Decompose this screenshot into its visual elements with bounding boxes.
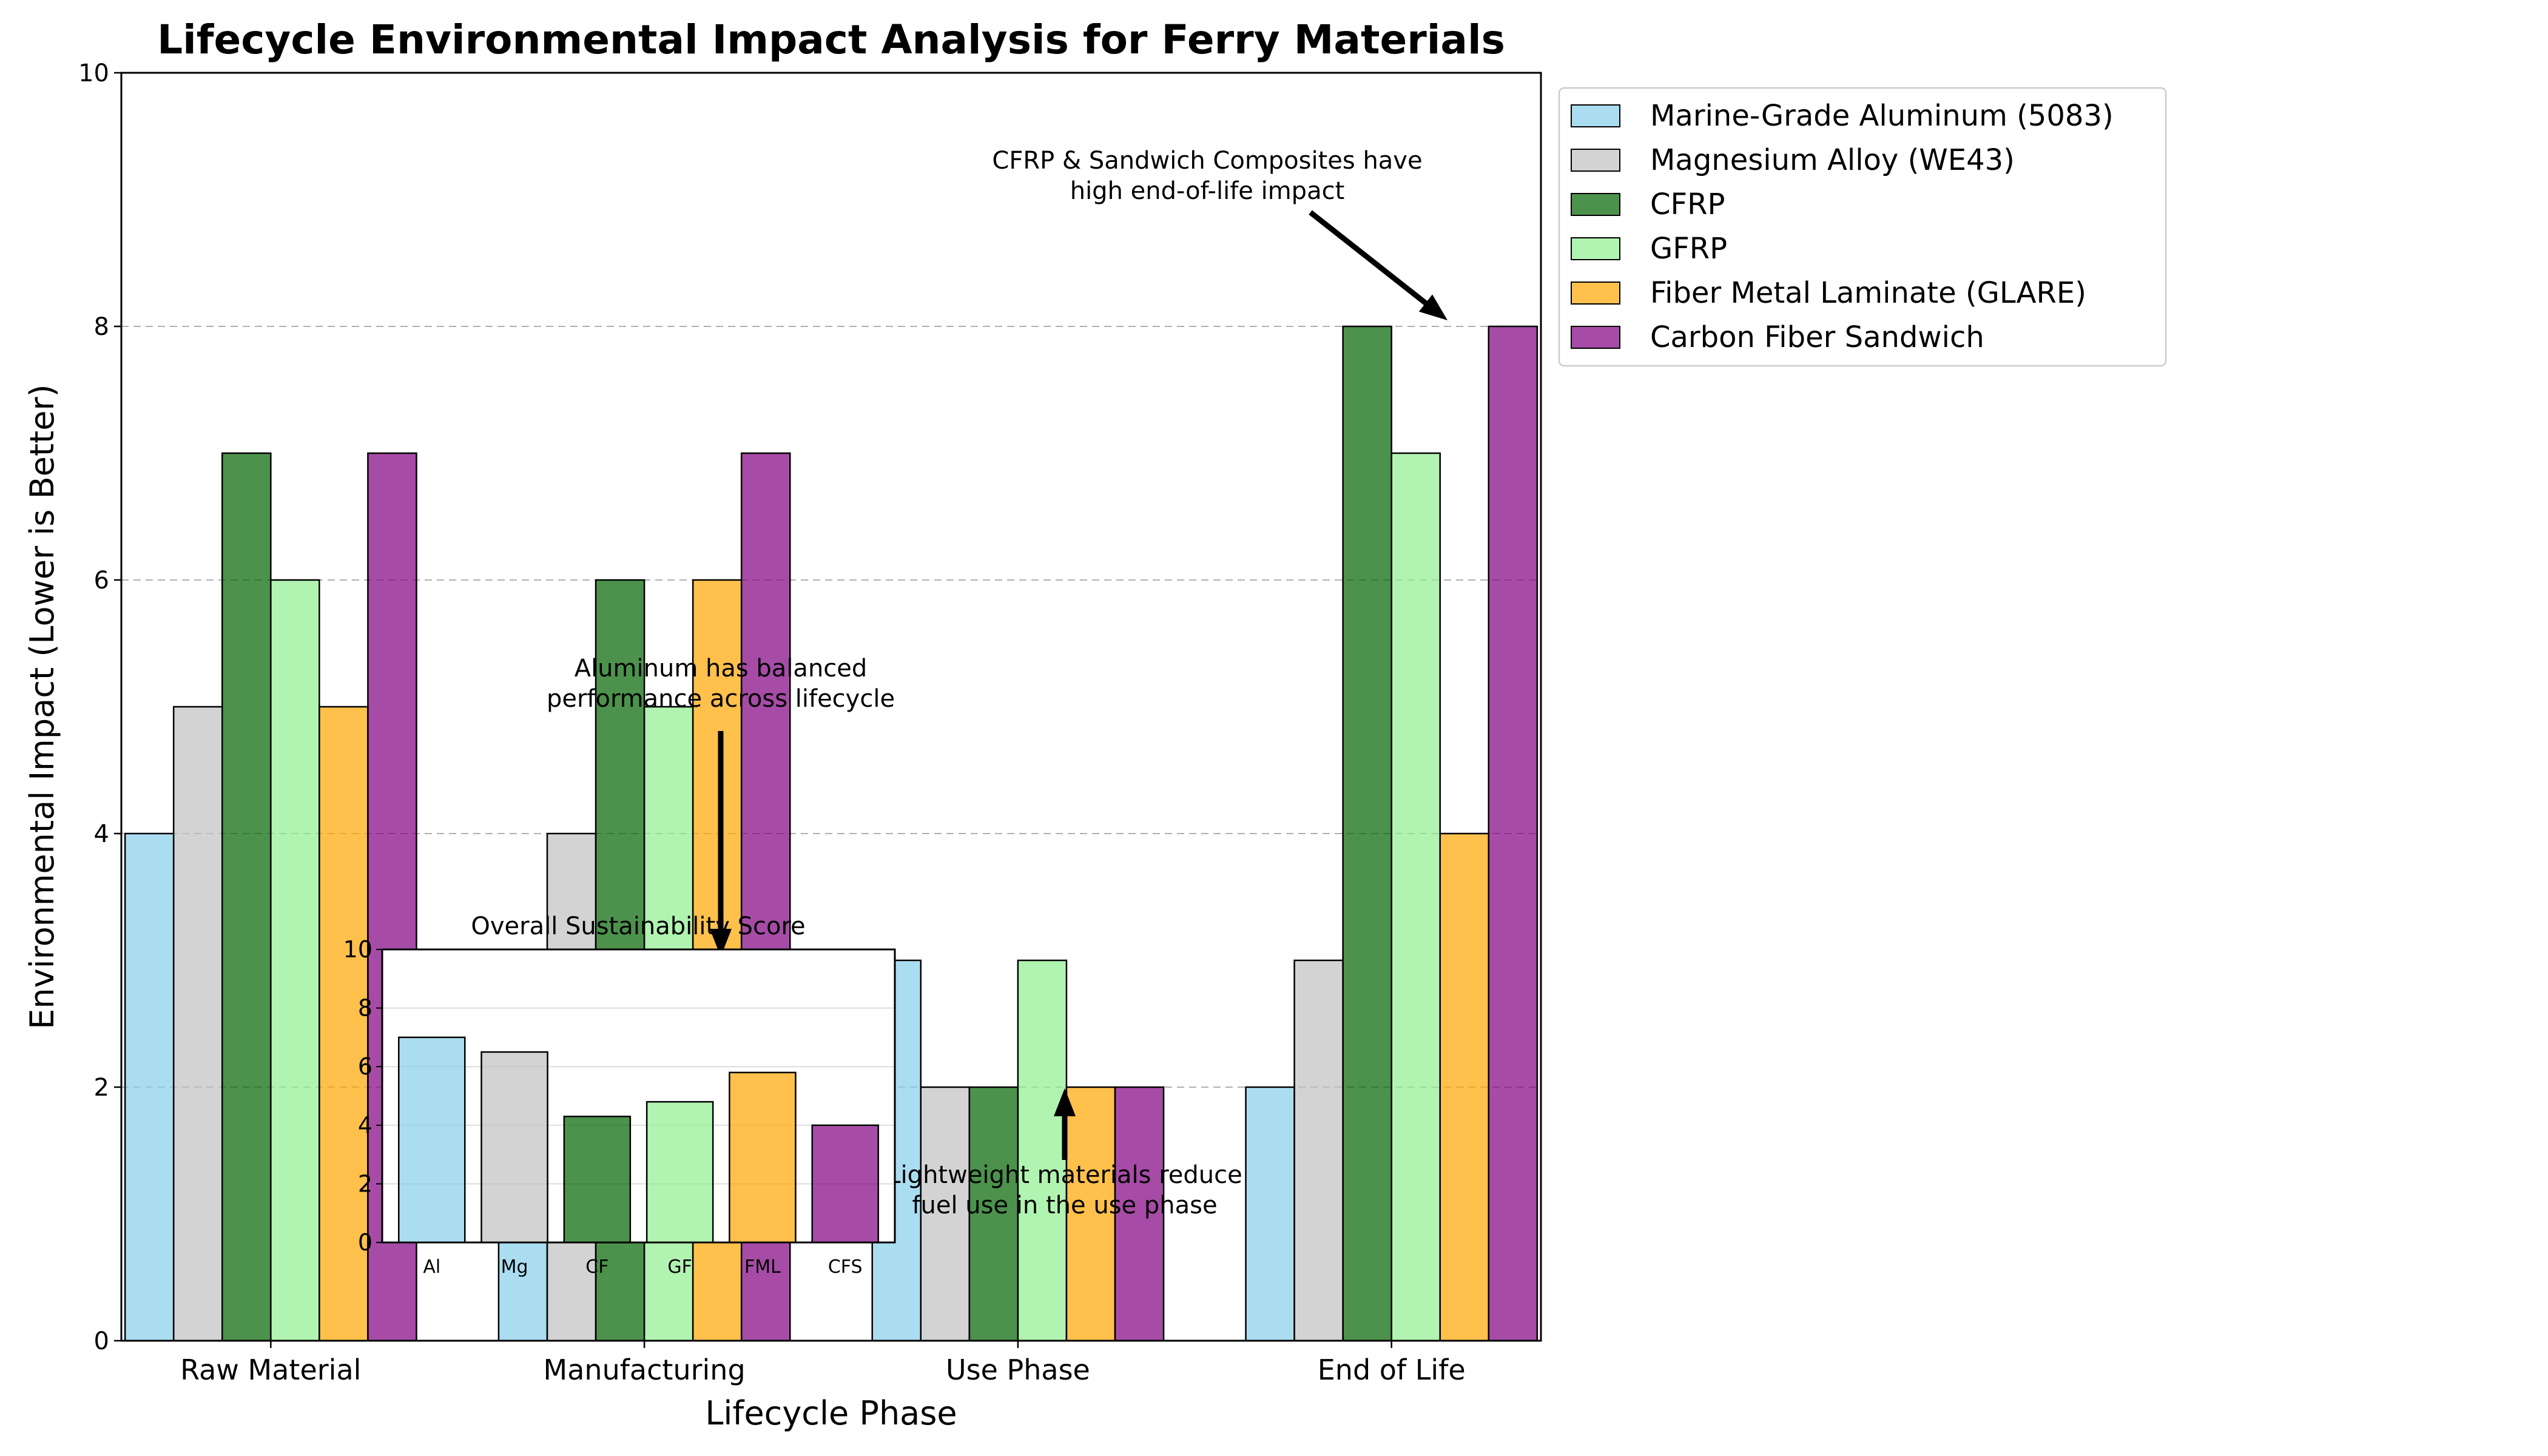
inset-y-tick-label: 10: [343, 936, 372, 963]
legend: Marine-Grade Aluminum (5083) Magnesium Al…: [1558, 87, 2167, 367]
annotation-arrow: [710, 731, 732, 957]
bar: [1342, 325, 1392, 1342]
y-tick-label: 4: [94, 820, 109, 848]
inset-y-tick-label: 8: [358, 995, 372, 1022]
inset-bar: [645, 1100, 714, 1244]
legend-item: Carbon Fiber Sandwich: [1571, 320, 1984, 354]
bar: [1017, 959, 1068, 1342]
bar: [270, 579, 320, 1342]
bar: [1245, 1086, 1295, 1342]
inset-y-tick-label: 0: [358, 1229, 372, 1256]
inset-y-tick-label: 6: [358, 1053, 372, 1080]
legend-label: Magnesium Alloy (WE43): [1650, 143, 2015, 177]
inset-x-tick-label: GF: [667, 1256, 692, 1278]
y-tick-label: 0: [94, 1327, 109, 1355]
annotation-aluminum: Aluminum has balanced performance across …: [547, 655, 895, 713]
bar: [1293, 959, 1344, 1342]
annotations: CFRP & Sandwich Composites have high end-…: [547, 147, 1448, 1219]
inset-y-tick-label: 2: [358, 1170, 372, 1197]
inset-bar: [729, 1071, 797, 1244]
inset-chart: 0 2 4 6 8 10 Al Mg CF GF FML CFS Overall Sustainab…: [343, 912, 896, 1278]
legend-label: Marine-Grade Aluminum (5083): [1650, 99, 2114, 133]
annotation-arrow: [1309, 210, 1448, 320]
x-axis-label: Lifecycle Phase: [705, 1394, 957, 1432]
inset-y-tick-label: 4: [358, 1112, 372, 1139]
x-tick-label: End of Life: [1318, 1353, 1466, 1386]
x-tick-label: Manufacturing: [544, 1353, 746, 1386]
bar: [1488, 325, 1539, 1342]
inset-frame: [381, 948, 896, 1244]
inset-x-ticks: Al Mg CF GF FML CFS: [423, 1256, 862, 1278]
inset-title: Overall Sustainability Score: [471, 912, 805, 940]
legend-swatch: [1571, 326, 1620, 349]
y-tick-label: 2: [94, 1074, 109, 1102]
y-tick-label: 6: [94, 567, 109, 595]
legend-item: Fiber Metal Laminate (GLARE): [1571, 276, 2086, 310]
legend-item: Magnesium Alloy (WE43): [1571, 143, 2015, 177]
y-axis-ticks: 0 2 4 6 8 10: [78, 59, 121, 1355]
bar: [124, 832, 175, 1342]
x-axis-ticks: Raw Material Manufacturing Use Phase End of…: [180, 1341, 1466, 1386]
inset-background: [382, 949, 895, 1242]
legend-swatch: [1571, 281, 1620, 305]
main-plot-frame: [120, 72, 1542, 1342]
inset-gridlines: [382, 1007, 895, 1185]
x-tick-label: Use Phase: [946, 1353, 1090, 1386]
inset-x-tick-label: FML: [744, 1256, 781, 1278]
legend-swatch: [1571, 149, 1620, 172]
legend-label: CFRP: [1650, 187, 1725, 221]
bar: [1065, 1086, 1116, 1342]
inset-x-tick-label: CFS: [828, 1256, 863, 1278]
legend-swatch: [1571, 237, 1620, 260]
bar: [1439, 832, 1490, 1342]
legend-label: Carbon Fiber Sandwich: [1650, 320, 1984, 354]
legend-item: Marine-Grade Aluminum (5083): [1571, 99, 2114, 133]
legend-swatch: [1571, 104, 1620, 127]
annotation-arrow: [1054, 1088, 1076, 1160]
legend-swatch: [1571, 193, 1620, 216]
inset-x-tick-label: Al: [423, 1256, 440, 1278]
bar: [172, 706, 223, 1342]
bar: [1390, 452, 1441, 1342]
bar: [221, 452, 272, 1342]
inset-y-ticks: 0 2 4 6 8 10: [343, 936, 382, 1256]
inset-bars: [398, 1036, 879, 1244]
annotation-end-of-life: CFRP & Sandwich Composites have high end-…: [992, 147, 1422, 205]
legend-frame: [1558, 87, 2167, 367]
inset-bar: [398, 1036, 466, 1244]
inset-x-tick-label: CF: [585, 1256, 608, 1278]
bar: [968, 1086, 1019, 1342]
x-tick-label: Raw Material: [180, 1353, 361, 1386]
inset-x-tick-label: Mg: [501, 1256, 528, 1278]
legend-item: CFRP: [1571, 187, 1725, 221]
inset-bar: [563, 1116, 632, 1244]
legend-item: GFRP: [1571, 232, 1727, 266]
y-tick-label: 10: [78, 59, 109, 87]
y-axis-label: Environmental Impact (Lower is Better): [23, 384, 61, 1029]
legend-label: Fiber Metal Laminate (GLARE): [1650, 276, 2086, 310]
annotation-lightweight: Lightweight materials reduce fuel use in …: [887, 1161, 1242, 1219]
bar: [1114, 1086, 1165, 1342]
chart-title: Lifecycle Environmental Impact Analysis …: [157, 16, 1505, 63]
y-tick-label: 8: [94, 313, 109, 341]
inset-bar: [480, 1051, 548, 1244]
legend-label: GFRP: [1650, 232, 1727, 266]
inset-bar: [811, 1124, 879, 1244]
